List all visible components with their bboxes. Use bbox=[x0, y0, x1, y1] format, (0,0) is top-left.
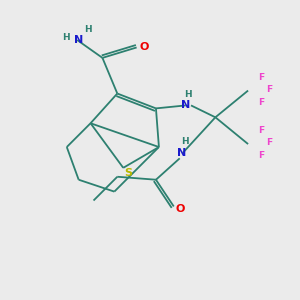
Text: H: H bbox=[181, 137, 189, 146]
Text: H: H bbox=[184, 90, 192, 99]
Text: O: O bbox=[175, 204, 184, 214]
Text: F: F bbox=[266, 138, 272, 147]
Text: H: H bbox=[62, 33, 70, 42]
Text: F: F bbox=[258, 98, 265, 107]
Text: F: F bbox=[266, 85, 272, 94]
Text: O: O bbox=[140, 43, 149, 52]
Text: F: F bbox=[258, 126, 265, 135]
Text: F: F bbox=[258, 152, 265, 160]
Text: H: H bbox=[84, 25, 92, 34]
Text: N: N bbox=[74, 35, 83, 45]
Text: F: F bbox=[258, 73, 265, 82]
Text: N: N bbox=[177, 148, 186, 158]
Text: N: N bbox=[181, 100, 190, 110]
Text: S: S bbox=[124, 168, 133, 178]
